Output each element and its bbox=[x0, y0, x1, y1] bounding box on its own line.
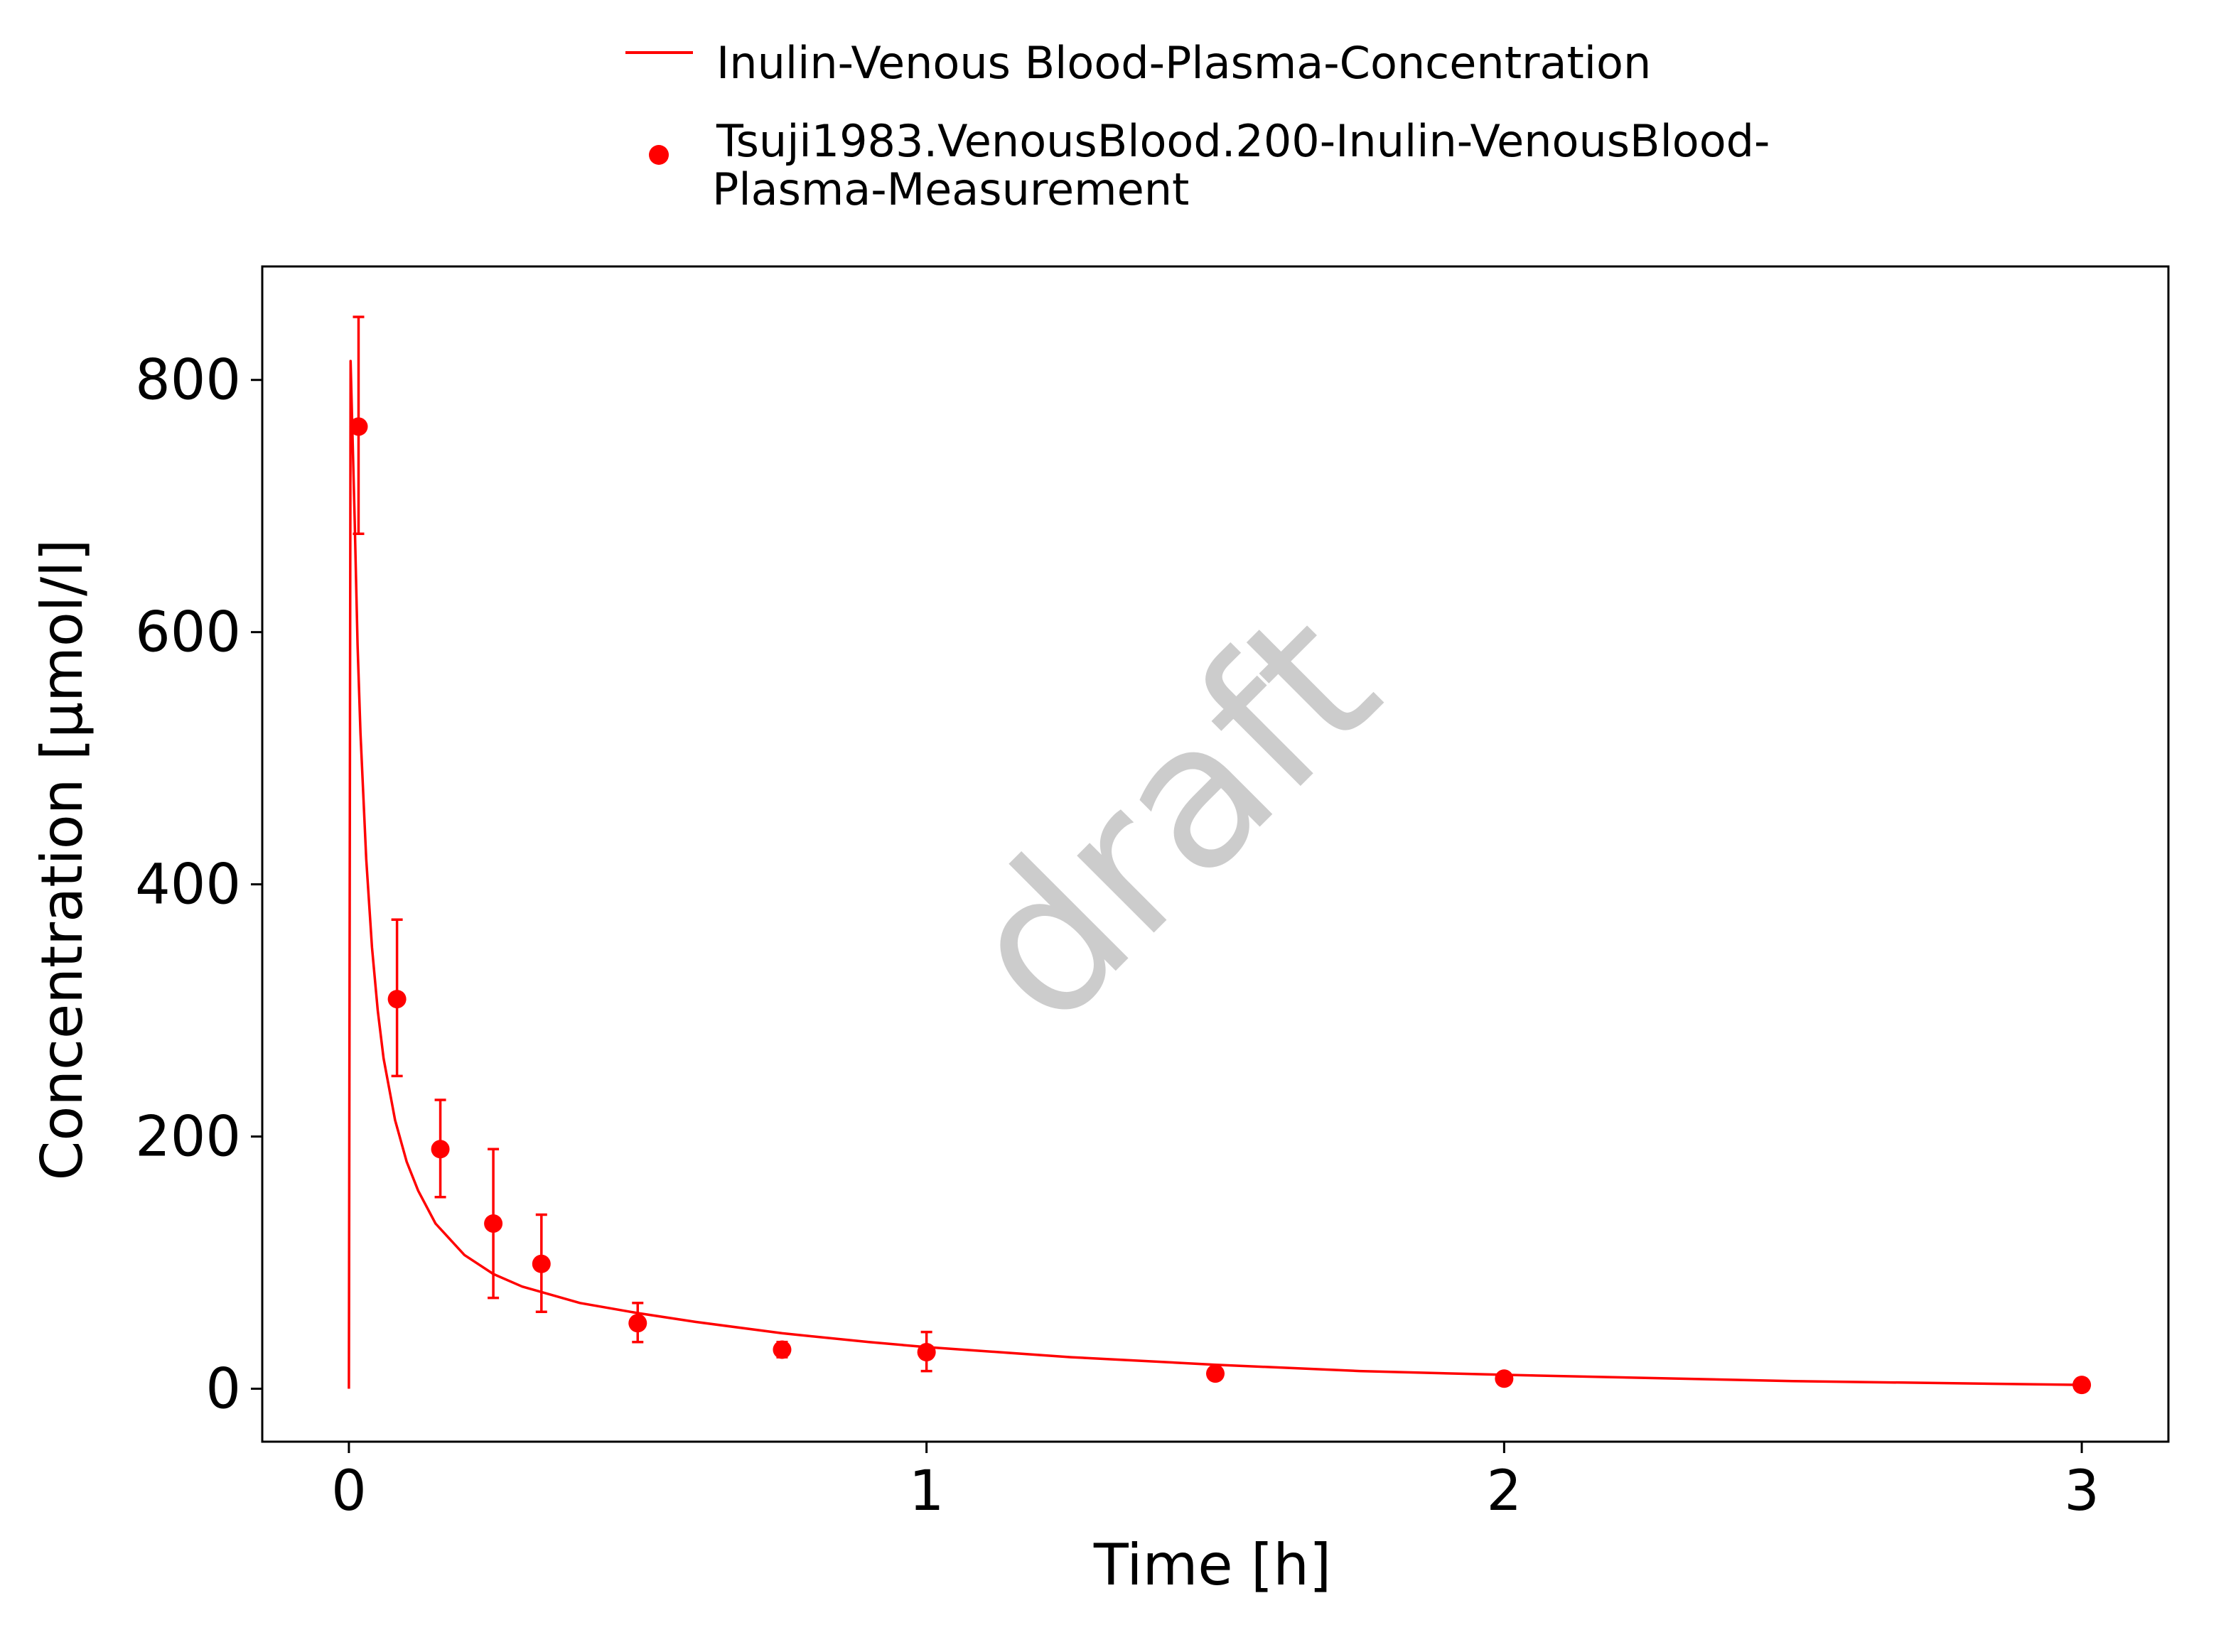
measurement-series bbox=[349, 315, 2092, 1395]
y-tick-label: 600 bbox=[135, 601, 241, 665]
legend: Inulin-Venous Blood-Plasma-Concentration… bbox=[625, 37, 1770, 215]
data-point bbox=[917, 1342, 936, 1361]
x-axis-title: Time [h] bbox=[1093, 1532, 1331, 1598]
data-point bbox=[1206, 1364, 1225, 1383]
y-axis-title: Concentration [µmol/l] bbox=[29, 539, 95, 1181]
legend-label-scatter-series-line1: Tsuji1983.VenousBlood.200-Inulin-VenousB… bbox=[716, 115, 1770, 167]
x-tick-label: 3 bbox=[2064, 1459, 2099, 1523]
simulation-series bbox=[348, 360, 2082, 1389]
data-point bbox=[484, 1214, 503, 1233]
y-tick-label: 200 bbox=[135, 1106, 241, 1170]
x-tick-label: 0 bbox=[331, 1459, 367, 1523]
y-tick-label: 0 bbox=[205, 1357, 241, 1421]
y-axis: 0 200 400 600 800 bbox=[135, 349, 262, 1421]
legend-dot-swatch bbox=[649, 145, 669, 165]
data-point bbox=[1495, 1369, 1514, 1388]
data-point bbox=[628, 1314, 647, 1333]
legend-label-line-series: Inulin-Venous Blood-Plasma-Concentration bbox=[716, 37, 1651, 89]
x-tick-label: 2 bbox=[1487, 1459, 1522, 1523]
data-point bbox=[349, 417, 368, 436]
data-point bbox=[387, 990, 407, 1009]
legend-label-scatter-series-line2: Plasma-Measurement bbox=[712, 163, 1189, 215]
data-point bbox=[773, 1340, 792, 1359]
y-tick-label: 400 bbox=[135, 853, 241, 917]
simulation-line bbox=[348, 360, 2082, 1389]
plot-frame bbox=[261, 265, 2170, 1443]
draft-watermark: draft bbox=[922, 569, 1421, 1069]
data-point bbox=[431, 1140, 450, 1159]
x-tick-label: 1 bbox=[909, 1459, 945, 1523]
data-point bbox=[532, 1254, 551, 1273]
y-tick-label: 800 bbox=[135, 349, 241, 413]
x-axis: 0 1 2 3 bbox=[331, 1442, 2099, 1523]
data-point bbox=[2072, 1376, 2092, 1395]
